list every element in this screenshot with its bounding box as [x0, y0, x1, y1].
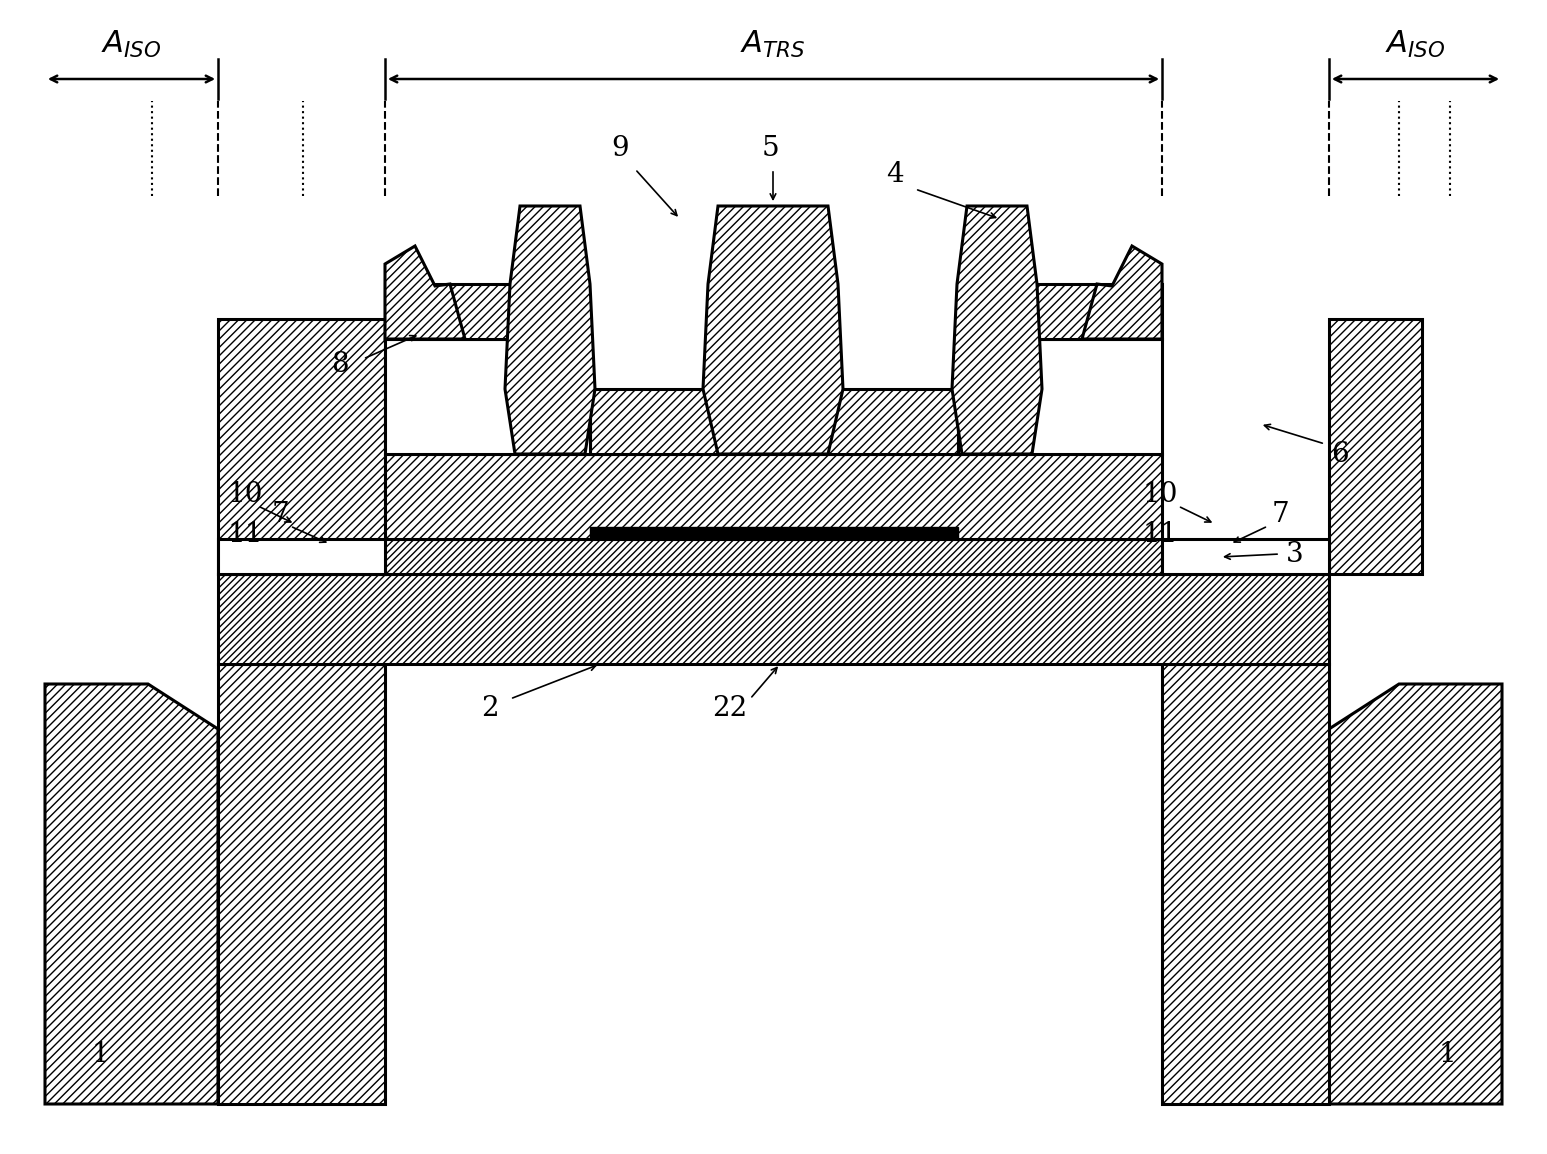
- Text: 9: 9: [611, 135, 628, 163]
- Text: 10: 10: [1142, 480, 1177, 508]
- Bar: [385, 539, 1162, 574]
- Text: 8: 8: [331, 351, 348, 377]
- Bar: [1329, 319, 1422, 574]
- Polygon shape: [45, 684, 218, 1104]
- Polygon shape: [951, 207, 1043, 454]
- Text: 2: 2: [481, 696, 498, 722]
- Bar: [1162, 664, 1329, 1104]
- Polygon shape: [702, 207, 843, 454]
- Text: 10: 10: [227, 480, 263, 508]
- Bar: [989, 284, 1162, 339]
- Polygon shape: [385, 339, 589, 454]
- Bar: [218, 664, 385, 1104]
- Bar: [589, 389, 958, 454]
- Polygon shape: [958, 339, 1162, 454]
- Polygon shape: [504, 207, 596, 454]
- Text: 3: 3: [1286, 540, 1304, 568]
- Text: 1: 1: [1439, 1041, 1456, 1067]
- Bar: [589, 527, 958, 539]
- Text: $A_{ISO}$: $A_{ISO}$: [101, 29, 161, 60]
- Bar: [218, 574, 1329, 664]
- Text: $A_{ISO}$: $A_{ISO}$: [1385, 29, 1445, 60]
- Text: 4: 4: [886, 160, 903, 187]
- Bar: [218, 539, 385, 574]
- Text: 7: 7: [271, 501, 289, 527]
- Polygon shape: [1081, 246, 1162, 339]
- Polygon shape: [1329, 684, 1502, 1104]
- Bar: [385, 454, 1162, 539]
- Bar: [1162, 539, 1329, 574]
- Bar: [218, 319, 385, 574]
- Text: 11: 11: [227, 520, 263, 547]
- Text: 22: 22: [712, 696, 747, 722]
- Bar: [385, 284, 560, 339]
- Text: 6: 6: [1330, 441, 1349, 467]
- Text: 11: 11: [1142, 520, 1177, 547]
- Text: 1: 1: [91, 1041, 108, 1067]
- Text: $A_{TRS}$: $A_{TRS}$: [741, 29, 806, 60]
- Polygon shape: [385, 246, 466, 339]
- Text: 5: 5: [761, 135, 778, 163]
- Text: 7: 7: [1272, 501, 1289, 527]
